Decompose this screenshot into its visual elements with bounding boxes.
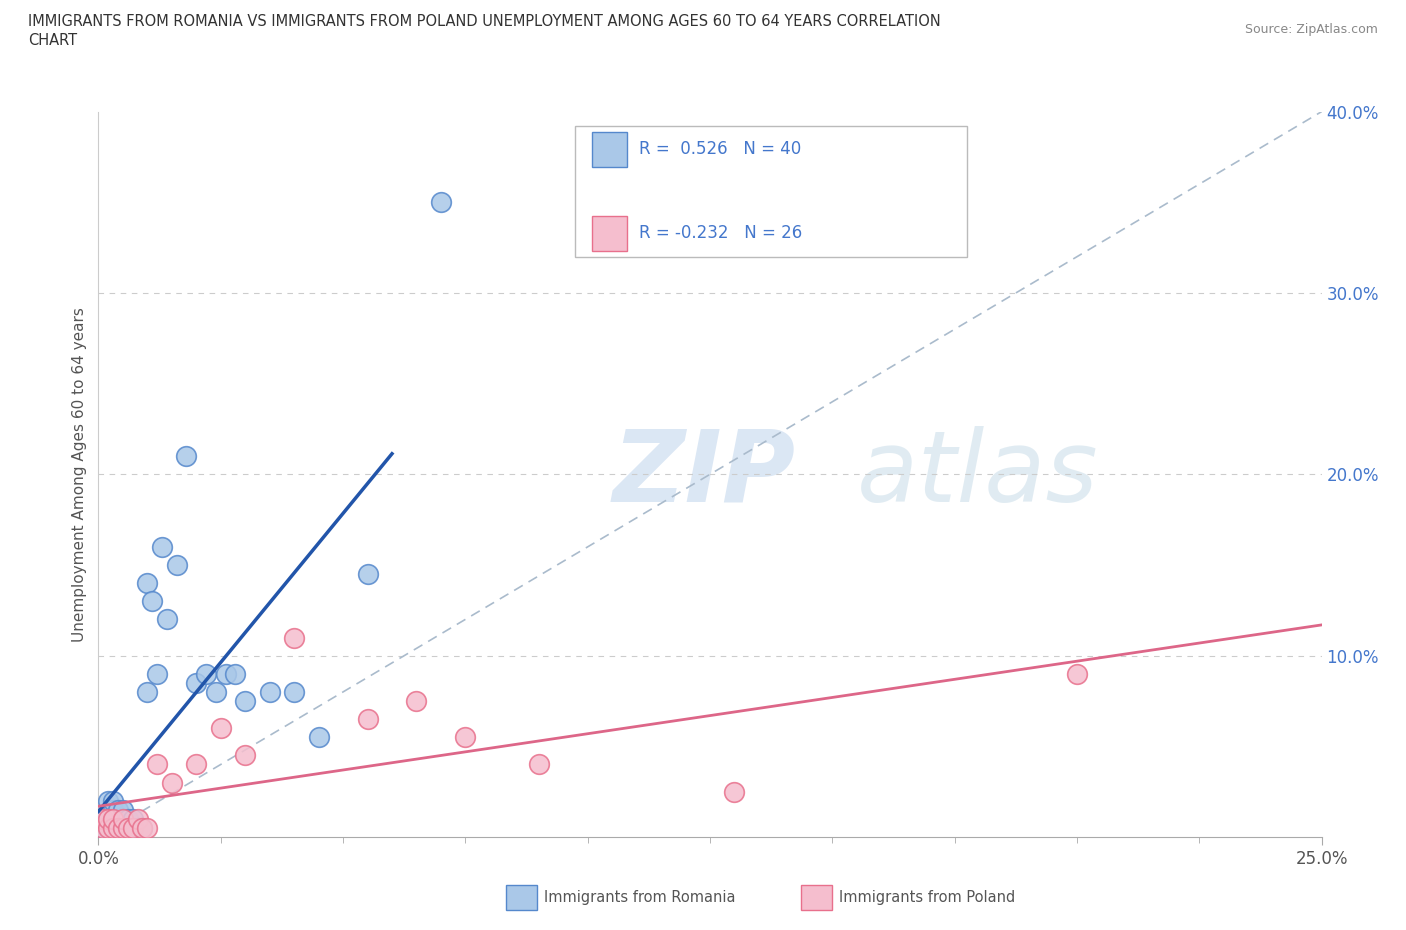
- Point: [91, 811, 114, 827]
- Point: [101, 820, 124, 835]
- Point: [107, 820, 129, 835]
- Point: [186, 757, 208, 772]
- Point: [146, 757, 169, 772]
- Point: [121, 820, 143, 835]
- Point: [121, 820, 143, 835]
- Point: [233, 748, 256, 763]
- Point: [111, 820, 134, 835]
- Point: [107, 803, 129, 817]
- Text: Immigrants from Romania: Immigrants from Romania: [544, 890, 735, 905]
- Point: [101, 811, 124, 827]
- Point: [101, 793, 124, 808]
- Point: [176, 449, 198, 464]
- Text: Immigrants from Poland: Immigrants from Poland: [839, 890, 1015, 905]
- Point: [117, 811, 139, 827]
- Point: [205, 684, 228, 699]
- Point: [101, 803, 124, 817]
- Point: [91, 820, 114, 835]
- Point: [91, 820, 114, 835]
- Point: [131, 820, 153, 835]
- Point: [146, 666, 169, 681]
- Point: [259, 684, 281, 699]
- Point: [97, 811, 120, 827]
- Point: [527, 757, 550, 772]
- Point: [405, 694, 427, 709]
- Point: [101, 820, 124, 835]
- Point: [308, 730, 330, 745]
- Point: [1066, 666, 1088, 681]
- Point: [723, 784, 745, 799]
- Point: [131, 820, 153, 835]
- Text: Source: ZipAtlas.com: Source: ZipAtlas.com: [1244, 23, 1378, 36]
- Point: [356, 711, 378, 726]
- Point: [195, 666, 218, 681]
- Point: [430, 195, 453, 210]
- Point: [136, 576, 159, 591]
- Point: [117, 820, 139, 835]
- Point: [111, 811, 134, 827]
- Y-axis label: Unemployment Among Ages 60 to 64 years: Unemployment Among Ages 60 to 64 years: [72, 307, 87, 642]
- Point: [107, 820, 129, 835]
- Point: [283, 631, 305, 645]
- Point: [454, 730, 477, 745]
- Text: atlas: atlas: [856, 426, 1098, 523]
- Point: [136, 820, 159, 835]
- Text: R =  0.526   N = 40: R = 0.526 N = 40: [638, 140, 801, 158]
- Text: IMMIGRANTS FROM ROMANIA VS IMMIGRANTS FROM POLAND UNEMPLOYMENT AMONG AGES 60 TO : IMMIGRANTS FROM ROMANIA VS IMMIGRANTS FR…: [28, 14, 941, 29]
- Point: [101, 811, 124, 827]
- Point: [209, 721, 232, 736]
- Point: [233, 694, 256, 709]
- Point: [111, 820, 134, 835]
- Point: [117, 820, 139, 835]
- Point: [127, 820, 149, 835]
- Text: R = -0.232   N = 26: R = -0.232 N = 26: [638, 224, 801, 243]
- Point: [91, 811, 114, 827]
- Point: [97, 820, 120, 835]
- Point: [97, 811, 120, 827]
- Point: [166, 558, 188, 573]
- Text: CHART: CHART: [28, 33, 77, 47]
- Point: [150, 539, 173, 554]
- Point: [111, 803, 134, 817]
- Point: [356, 566, 378, 581]
- Point: [121, 811, 143, 827]
- Point: [214, 666, 236, 681]
- Point: [160, 776, 183, 790]
- Point: [136, 684, 159, 699]
- Point: [186, 675, 208, 690]
- Point: [283, 684, 305, 699]
- Text: ZIP: ZIP: [612, 426, 796, 523]
- Point: [224, 666, 246, 681]
- Point: [111, 811, 134, 827]
- Point: [107, 811, 129, 827]
- Point: [156, 612, 179, 627]
- Point: [127, 811, 149, 827]
- Point: [141, 594, 163, 609]
- Point: [97, 820, 120, 835]
- Point: [97, 793, 120, 808]
